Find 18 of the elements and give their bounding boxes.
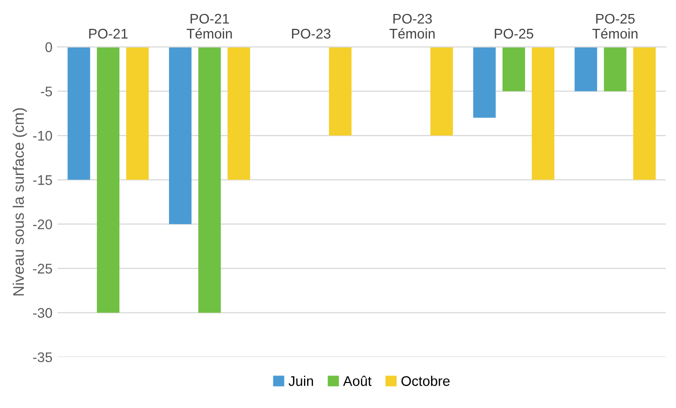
x-tick-label: PO-23 Témoin (390, 14, 435, 39)
y-tick-label: -25 (33, 264, 52, 274)
legend-label: Août (343, 376, 372, 386)
y-axis-title: Niveau sous la surface (cm) (12, 108, 27, 296)
legend-label: Octobre (401, 376, 450, 386)
x-tick-label: PO-25 (494, 28, 534, 39)
y-tick-label: 0 (45, 42, 52, 52)
y-tick-label: -10 (33, 130, 52, 141)
x-tick-label: PO-23 (292, 28, 330, 39)
x-tick-label: PO-21 (89, 28, 128, 39)
y-tick-label: -5 (40, 86, 52, 96)
x-tick-label: PO-25 Témoin (592, 14, 638, 39)
y-tick-label: -35 (33, 352, 52, 362)
y-tick-label: -15 (33, 175, 52, 185)
y-tick-label: -20 (33, 219, 52, 230)
y-tick-label: -30 (33, 308, 52, 318)
x-tick-label: PO-21 Témoin (186, 14, 232, 39)
legend-label: Juin (288, 376, 313, 386)
